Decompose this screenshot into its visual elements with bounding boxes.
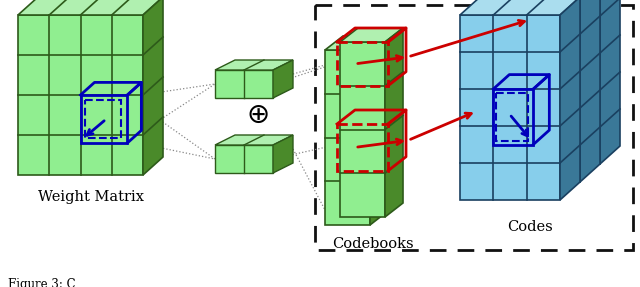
Polygon shape [215, 60, 293, 70]
Polygon shape [560, 0, 580, 200]
Polygon shape [18, 15, 143, 175]
Polygon shape [460, 0, 580, 15]
Polygon shape [480, 0, 580, 182]
Bar [81, 95, 127, 143]
Polygon shape [215, 135, 293, 145]
Text: Figure 3: C: Figure 3: C [8, 278, 76, 287]
Polygon shape [580, 0, 600, 182]
Text: Codes: Codes [507, 220, 553, 234]
Polygon shape [273, 135, 293, 173]
Bar [315, 5, 633, 250]
Polygon shape [273, 60, 293, 98]
Polygon shape [370, 36, 388, 225]
Polygon shape [325, 50, 370, 225]
Polygon shape [340, 28, 403, 42]
Text: ⊕: ⊕ [246, 101, 269, 129]
Polygon shape [143, 0, 163, 175]
Bar [493, 89, 533, 144]
Polygon shape [385, 28, 403, 217]
Polygon shape [215, 70, 273, 98]
Polygon shape [340, 42, 385, 217]
Polygon shape [18, 0, 163, 15]
Text: Weight Matrix: Weight Matrix [38, 190, 143, 204]
Polygon shape [460, 15, 560, 200]
Text: Codebooks: Codebooks [332, 237, 413, 251]
Polygon shape [325, 36, 388, 50]
Bar [337, 42, 388, 86]
Bar [497, 93, 529, 141]
Polygon shape [600, 0, 620, 164]
Polygon shape [215, 145, 273, 173]
Bar [84, 100, 122, 138]
Bar [337, 124, 388, 171]
Polygon shape [500, 0, 600, 164]
